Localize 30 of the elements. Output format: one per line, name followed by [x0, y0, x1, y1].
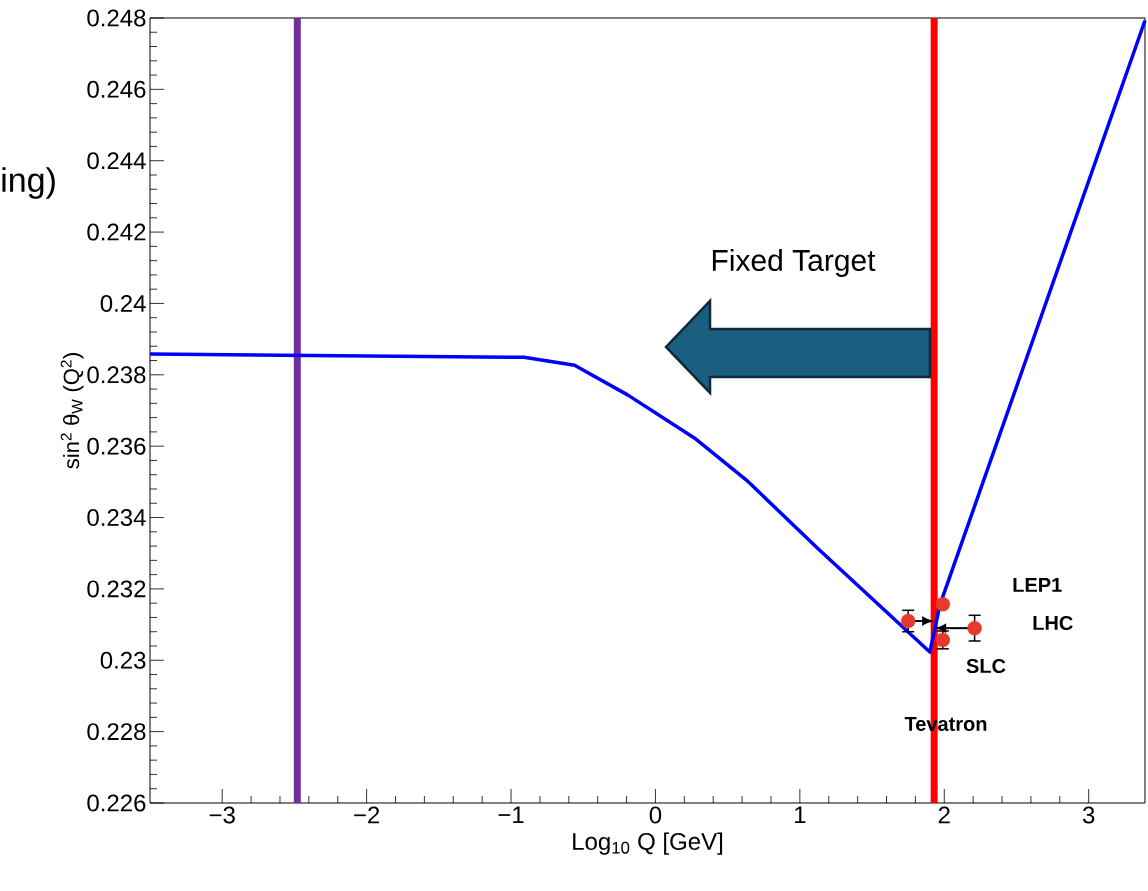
- x-tick-label: 3: [1082, 806, 1095, 824]
- x-tick-label: 2: [938, 806, 950, 824]
- y-tick-label: 0.228: [87, 723, 146, 741]
- x-tick-label: 1: [795, 806, 806, 824]
- point: [900, 613, 916, 629]
- x-tick-label: −1: [498, 806, 524, 824]
- y-tick-label: 0.23: [100, 651, 146, 669]
- annotation: SLC: [966, 658, 1006, 674]
- y-tick-label: 0.24: [100, 294, 146, 312]
- y-tick-label: 0.236: [87, 437, 146, 455]
- point: [967, 620, 982, 636]
- line-series: [148, 18, 1147, 654]
- annotation: LHC: [1033, 615, 1073, 631]
- y-tick-label: 0.232: [87, 580, 146, 598]
- y-tick-label: 0.242: [87, 223, 146, 241]
- x-tick-label: −3: [209, 806, 235, 824]
- point: [935, 597, 951, 612]
- y-tick-label: 0.246: [87, 80, 146, 98]
- y-tick-label: 0.226: [87, 794, 146, 812]
- text: ing): [2, 167, 55, 199]
- x-axis-title: Log$_{10}$ Q [GeV]: [573, 832, 723, 855]
- annotation: LEP1: [1013, 578, 1062, 592]
- y-tick-label: 0.238: [87, 366, 146, 384]
- x-tick-label: 0: [649, 806, 662, 824]
- x-tick-label: −2: [354, 806, 380, 824]
- annotation: Fixed Target: [712, 249, 876, 277]
- y-tick-label: 0.234: [87, 509, 146, 527]
- y-axis-title: sin$^{2}$ θ$_{W}$ (Q$^{2}$): [60, 353, 84, 469]
- y-tick-label: 0.248: [87, 9, 146, 27]
- y-tick-label: 0.244: [87, 152, 146, 170]
